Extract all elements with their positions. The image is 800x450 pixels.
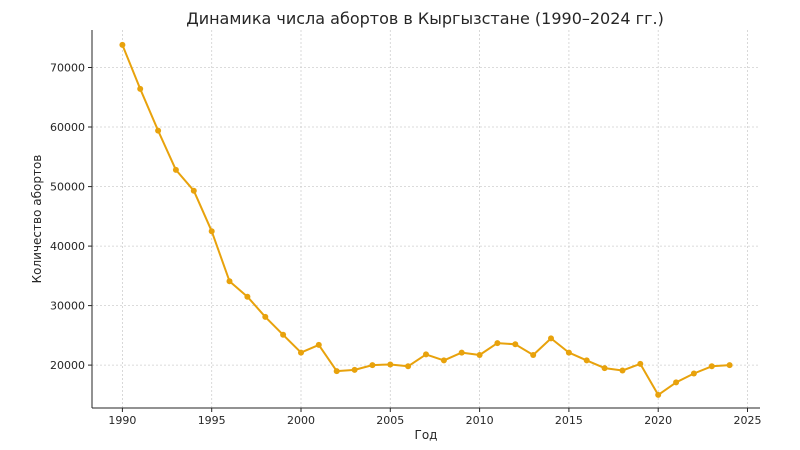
x-tick-label: 2010 [466, 414, 494, 427]
data-point [440, 357, 447, 364]
data-point [119, 41, 126, 48]
data-point [673, 379, 680, 386]
x-tick-label: 2015 [555, 414, 583, 427]
data-point [333, 368, 340, 375]
y-tick-label: 70000 [50, 62, 85, 75]
data-point [387, 361, 394, 368]
data-point [458, 349, 465, 356]
data-point [548, 335, 554, 342]
data-point [244, 293, 251, 300]
data-point [637, 360, 644, 367]
data-point [405, 363, 412, 370]
data-point [190, 187, 197, 194]
x-tick-label: 2025 [734, 414, 762, 427]
data-point [155, 127, 162, 134]
y-tick-label: 30000 [50, 300, 85, 313]
x-tick-label: 2005 [376, 414, 404, 427]
data-point [172, 166, 179, 173]
data-point [690, 370, 697, 377]
data-point [226, 278, 233, 285]
y-tick-label: 60000 [50, 121, 85, 134]
x-tick-label: 1990 [108, 414, 136, 427]
data-point [655, 391, 662, 398]
x-axis-label: Год [415, 428, 438, 442]
data-point [137, 85, 144, 92]
data-point [369, 362, 376, 369]
data-point [708, 363, 715, 370]
series [119, 41, 733, 398]
data-point [530, 352, 537, 358]
data-point [280, 331, 287, 338]
x-tick-label: 2000 [287, 414, 315, 427]
data-point [512, 341, 519, 348]
data-point [601, 365, 608, 372]
y-axis-label: Количество абортов [30, 155, 44, 284]
data-point [423, 351, 429, 358]
data-point [583, 357, 590, 364]
data-point [476, 352, 483, 358]
data-point [494, 340, 501, 347]
data-point [315, 341, 322, 348]
data-point [298, 349, 304, 356]
y-tick-label: 20000 [50, 359, 85, 372]
data-point [565, 349, 572, 356]
grid [92, 30, 760, 408]
data-point [726, 362, 733, 369]
data-point [351, 366, 358, 373]
data-point [619, 367, 626, 374]
data-point [208, 228, 215, 235]
chart-title: Динамика числа абортов в Кыргызстане (19… [186, 9, 664, 28]
series-line [121, 44, 730, 396]
data-point [262, 313, 269, 320]
ticks: 1990 1995 2000 2005 2010 2015 2020 2025 20000 300… [50, 62, 762, 428]
y-tick-label: 40000 [50, 240, 85, 253]
x-tick-label: 2020 [644, 414, 672, 427]
axes [91, 30, 760, 409]
y-tick-label: 50000 [50, 181, 85, 194]
x-tick-label: 1995 [198, 414, 226, 427]
